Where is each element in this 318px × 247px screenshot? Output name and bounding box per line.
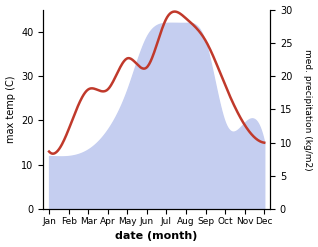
Y-axis label: med. precipitation (kg/m2): med. precipitation (kg/m2)	[303, 49, 313, 170]
Y-axis label: max temp (C): max temp (C)	[5, 76, 16, 143]
X-axis label: date (month): date (month)	[115, 231, 198, 242]
